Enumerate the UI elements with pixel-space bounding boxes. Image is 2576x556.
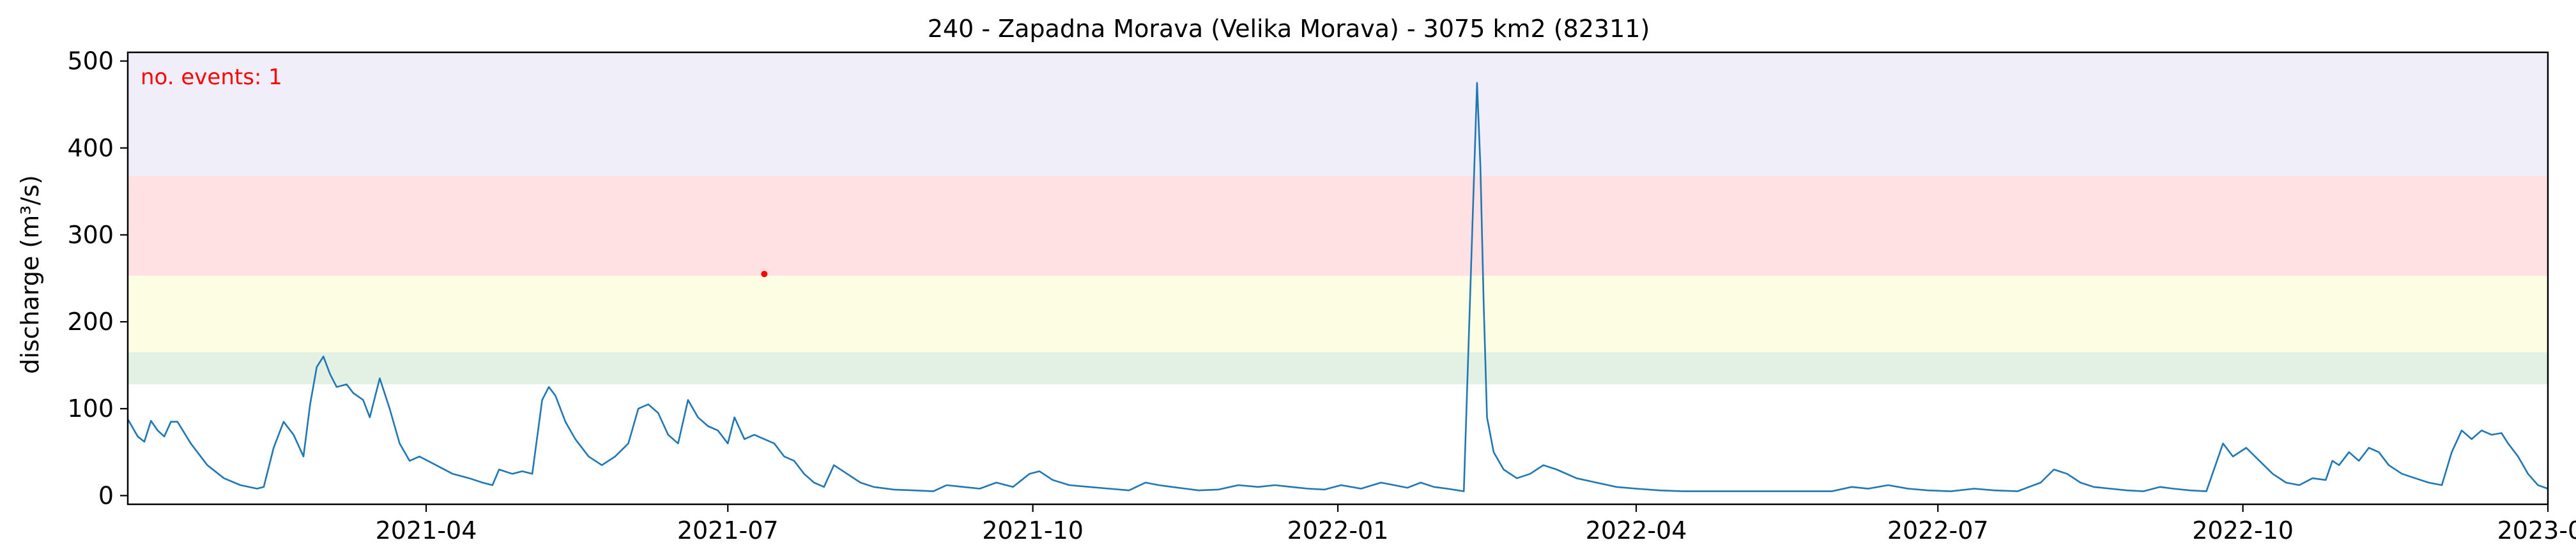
- y-axis-label: discharge (m³/s): [16, 175, 44, 374]
- threshold-band-3: [128, 52, 2548, 176]
- event-markers: [761, 271, 767, 277]
- x-axis: 2021-04 2021-07 2021-10 2022-01 2022-04 2022-…: [376, 504, 2576, 545]
- x-tick-label: 2021-07: [677, 516, 779, 545]
- y-axis: 0 100 200 300 400 500: [67, 47, 128, 510]
- x-tick-label: 2022-04: [1586, 516, 1687, 545]
- y-tick-label: 500: [67, 47, 114, 75]
- event-count-annotation: no. events: 1: [141, 64, 282, 90]
- threshold-band-1: [128, 276, 2548, 352]
- threshold-bands: [128, 52, 2548, 384]
- y-tick-label: 200: [67, 308, 114, 336]
- y-tick-label: 300: [67, 221, 114, 249]
- x-tick-label: 2022-07: [1887, 516, 1989, 545]
- threshold-band-0: [128, 352, 2548, 384]
- x-tick-label: 2022-10: [2192, 516, 2294, 545]
- x-tick-label: 2021-10: [982, 516, 1084, 545]
- threshold-band-2: [128, 176, 2548, 276]
- event-marker: [761, 271, 767, 277]
- x-tick-label: 2021-04: [376, 516, 477, 545]
- x-tick-label: 2023-01: [2497, 516, 2576, 545]
- y-tick-label: 0: [98, 481, 114, 509]
- chart-title: 240 - Zapadna Morava (Velika Morava) - 3…: [928, 15, 1650, 43]
- y-tick-label: 100: [67, 394, 114, 423]
- x-tick-label: 2022-01: [1287, 516, 1389, 545]
- y-tick-label: 400: [67, 134, 114, 162]
